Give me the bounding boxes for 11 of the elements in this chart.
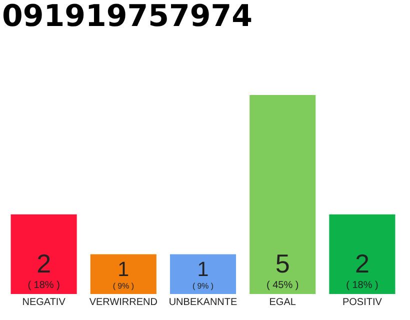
data-label: 5 ( 45% ) xyxy=(266,248,299,291)
chart-title: 091919757974 xyxy=(2,0,253,34)
x-tick-label: VERWIRREND xyxy=(89,297,158,308)
x-tick-label: NEGATIV xyxy=(22,297,66,308)
data-label: 2 ( 18% ) xyxy=(28,248,60,291)
data-label: 2 ( 18% ) xyxy=(346,248,378,291)
x-tick-label: EGAL xyxy=(269,297,296,308)
x-tick-label: UNBEKANNTE xyxy=(168,297,238,308)
data-label: 1 ( 9% ) xyxy=(112,258,134,291)
data-label: 1 ( 9% ) xyxy=(192,258,214,291)
x-tick-label: POSITIV xyxy=(342,297,382,308)
